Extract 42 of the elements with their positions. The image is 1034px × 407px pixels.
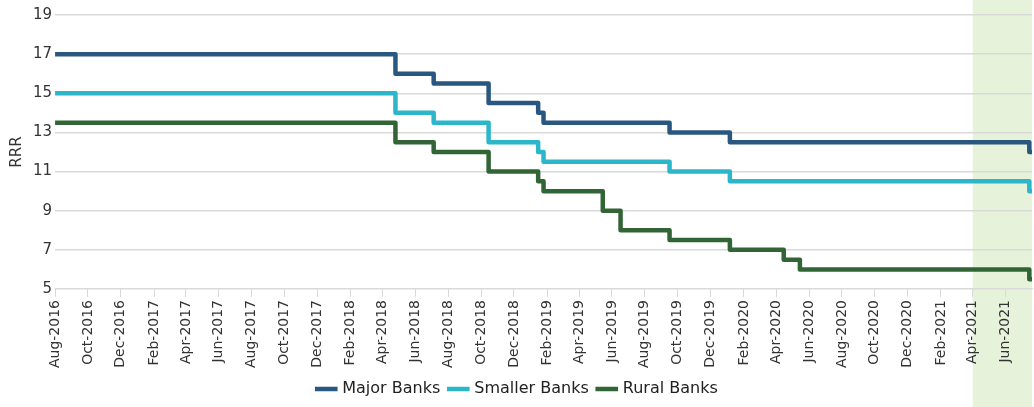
y-tick-label: 15 [32,83,53,102]
x-tick-label: Dec-2019 [701,299,718,368]
x-tick-label: Oct-2020 [865,299,882,365]
x-tick-label: Oct-2018 [471,299,488,365]
y-tick-label: 11 [32,161,53,180]
x-tick-label: Apr-2021 [963,299,980,364]
y-axis-title: RRR [6,136,25,168]
x-tick-label: Aug-2019 [635,299,652,369]
y-tick-label: 19 [32,4,53,23]
x-tick-label: Jun-2017 [209,299,226,364]
x-tick-label: Apr-2018 [373,299,390,364]
x-tick-label: Apr-2017 [176,299,193,364]
y-tick-label: 9 [42,200,53,219]
x-tick-label: Aug-2020 [832,299,849,369]
legend-label: Smaller Banks [474,378,589,398]
x-tick-label: Dec-2018 [504,299,521,368]
y-tick-label: 17 [32,44,53,63]
x-tick-label: Feb-2018 [341,299,358,366]
x-tick-label: Dec-2020 [898,299,915,368]
x-tick-label: Apr-2019 [569,299,586,364]
x-tick-label: Jun-2019 [602,299,619,364]
y-tick-label: 5 [42,278,53,297]
x-tick-label: Feb-2019 [537,299,554,366]
x-tick-label: Feb-2021 [931,299,948,366]
x-tick-label: Apr-2020 [766,299,783,364]
legend-label: Rural Banks [622,378,718,398]
x-tick-label: Jun-2021 [996,299,1013,364]
x-tick-label: Aug-2018 [438,299,455,369]
x-tick-label: Dec-2016 [111,299,128,368]
legend-label: Major Banks [342,378,441,398]
x-tick-label: Feb-2017 [144,299,161,366]
x-tick-label: Jun-2018 [406,299,423,364]
x-tick-label: Aug-2017 [242,299,259,369]
x-tick-label: Feb-2020 [734,299,751,366]
x-tick-label: Oct-2019 [668,299,685,365]
y-tick-label: 7 [42,239,53,258]
y-tick-label: 13 [32,122,53,141]
x-tick-label: Dec-2017 [308,299,324,368]
x-tick-label: Jun-2020 [799,299,816,364]
x-tick-label: Oct-2016 [78,299,95,365]
x-tick-label: Oct-2017 [275,299,292,365]
x-tick-label: Aug-2016 [45,299,62,369]
